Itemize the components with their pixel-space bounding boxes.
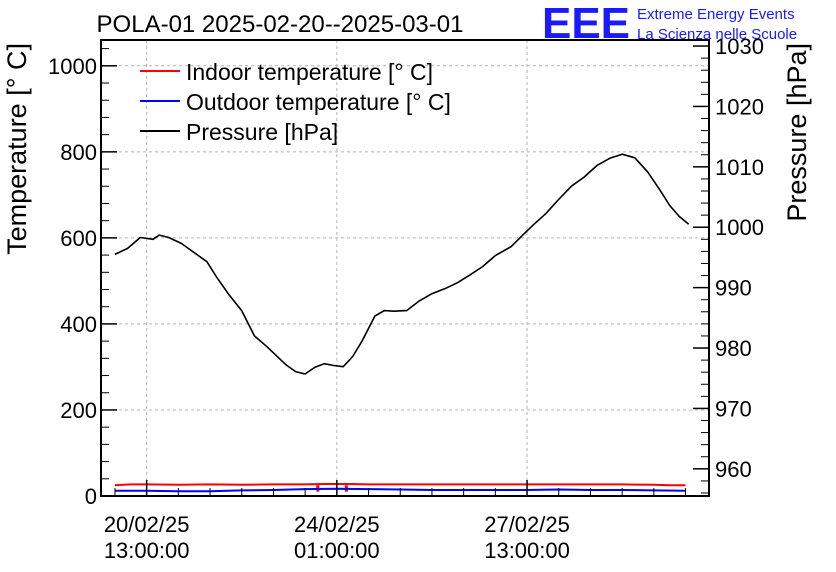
x-tick-time-2: 13:00:00 (484, 538, 570, 563)
legend-label-pressure: Pressure [hPa] (186, 119, 338, 145)
grid (101, 40, 709, 496)
y2-tick-label-2: 980 (715, 336, 752, 361)
logo-line-2: La Scienza nelle Scuole (637, 26, 797, 43)
logo-line-1: Extreme Energy Events (637, 6, 795, 23)
legend: Indoor temperature [° C] Outdoor tempera… (140, 59, 451, 145)
chart-title: POLA-01 2025-02-20--2025-03-01 (97, 11, 464, 38)
y2-tick-label-1: 970 (715, 396, 752, 421)
y-tick-label-1: 200 (60, 398, 97, 423)
y-axis-title: Temperature [° C] (2, 43, 32, 255)
y2-tick-label-5: 1010 (715, 155, 764, 180)
y2-tick-label-3: 990 (715, 276, 752, 301)
y-tick-label-3: 600 (60, 226, 97, 251)
series-line-pressure (114, 153, 690, 375)
legend-label-outdoor: Outdoor temperature [° C] (186, 89, 451, 115)
y2-tick-label-0: 960 (715, 457, 752, 482)
logo-mark: EEE (542, 0, 630, 48)
y2-tick-label-4: 1000 (715, 215, 764, 240)
x-tick-time-1: 01:00:00 (294, 538, 380, 563)
plot-frame (100, 39, 710, 497)
x-tick-date-2: 27/02/25 (484, 512, 570, 537)
series-line-indoor-temperature (114, 483, 686, 487)
y-tick-label-4: 800 (60, 140, 97, 165)
legend-label-indoor: Indoor temperature [° C] (186, 59, 433, 85)
y-tick-label-0: 0 (85, 484, 97, 509)
y2-tick-label-6: 1020 (715, 94, 764, 119)
y2-axis-title: Pressure [hPa] (782, 43, 812, 222)
series-layer (114, 153, 690, 493)
logo: EEE Extreme Energy Events La Scienza nel… (542, 0, 797, 48)
x-tick-date-1: 24/02/25 (294, 512, 380, 537)
ticks: 0 200 400 600 800 1000 960 970 980 990 1000 1010 102… (48, 34, 764, 563)
y-tick-label-2: 400 (60, 312, 97, 337)
y-tick-label-5: 1000 (48, 54, 97, 79)
y2-tick-label-7: 1030 (715, 34, 764, 59)
x-tick-date-0: 20/02/25 (104, 512, 190, 537)
x-tick-time-0: 13:00:00 (104, 538, 190, 563)
